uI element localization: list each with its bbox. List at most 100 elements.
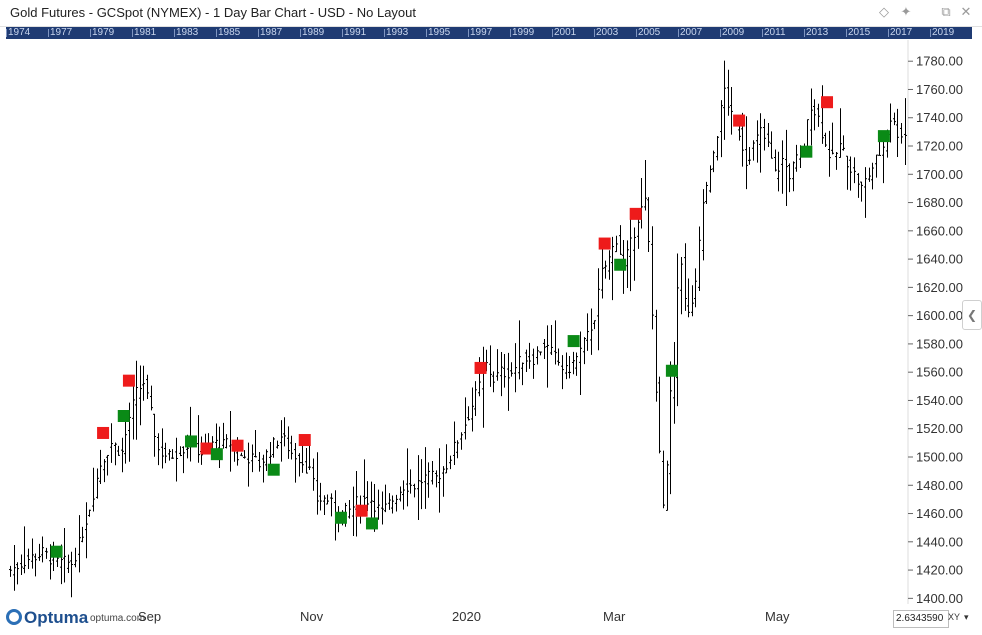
buy-signal-marker[interactable] — [184, 435, 197, 448]
price-bar — [290, 435, 293, 460]
price-bar — [449, 455, 452, 470]
chevron-left-icon[interactable]: ❮ — [962, 300, 982, 330]
price-bar — [774, 149, 777, 172]
sell-signal-marker[interactable] — [231, 439, 244, 452]
price-bar — [849, 156, 852, 191]
price-bar — [673, 342, 676, 424]
sell-signal-marker[interactable] — [298, 434, 311, 447]
year-strip-divider — [300, 29, 301, 37]
sell-signal-marker[interactable] — [598, 237, 611, 250]
year-strip-label[interactable]: 1974 — [8, 27, 31, 38]
year-strip-label[interactable]: 1993 — [386, 27, 409, 38]
sell-signal-marker[interactable] — [355, 504, 368, 517]
price-bar — [521, 362, 524, 386]
price-bar — [868, 167, 871, 182]
price-bar — [63, 527, 66, 583]
pin-icon[interactable]: ✦ — [900, 4, 912, 19]
price-bar — [74, 547, 77, 568]
price-bar — [417, 455, 420, 520]
price-bar — [272, 437, 275, 458]
year-strip-label[interactable]: 2001 — [554, 27, 577, 38]
year-strip-label[interactable]: 2015 — [848, 27, 871, 38]
year-strip-label[interactable]: 1983 — [176, 27, 199, 38]
buy-signal-marker[interactable] — [567, 335, 580, 348]
year-strip-label[interactable]: 1985 — [218, 27, 241, 38]
price-bar — [319, 482, 322, 511]
price-bar — [705, 181, 708, 204]
year-strip-label[interactable]: 2005 — [638, 27, 661, 38]
buy-signal-marker[interactable] — [267, 463, 280, 476]
sell-signal-marker[interactable] — [629, 207, 642, 220]
price-bar — [550, 324, 553, 355]
year-strip-label[interactable]: 1997 — [470, 27, 493, 38]
year-strip-label[interactable]: 1991 — [344, 27, 367, 38]
chevron-down-icon[interactable]: ▾ — [964, 612, 969, 622]
price-bar — [601, 240, 604, 299]
y-tick-label: 1680.00 — [916, 195, 963, 210]
price-bar — [640, 177, 643, 229]
price-bar — [658, 376, 661, 454]
price-bar — [9, 565, 12, 577]
price-bar — [23, 526, 26, 574]
buy-signal-marker[interactable] — [800, 145, 813, 158]
year-strip-label[interactable]: 2017 — [890, 27, 913, 38]
year-strip-label[interactable]: 1995 — [428, 27, 451, 38]
sell-signal-marker[interactable] — [97, 426, 110, 439]
price-chart[interactable]: 1400.00 1420.00 1440.00 1460.00 1480.00 1500.… — [0, 40, 982, 604]
buy-signal-marker[interactable] — [614, 258, 627, 271]
year-strip-divider — [930, 29, 931, 37]
year-strip-label[interactable]: 1981 — [134, 27, 157, 38]
sell-signal-marker[interactable] — [474, 361, 487, 374]
buy-signal-marker[interactable] — [665, 364, 678, 377]
price-bar — [864, 167, 867, 218]
price-bar — [698, 226, 701, 292]
price-bar — [330, 493, 333, 517]
buy-signal-marker[interactable] — [210, 448, 223, 461]
year-strip-divider — [762, 29, 763, 37]
year-strip-label[interactable]: 2003 — [596, 27, 619, 38]
price-bar — [619, 225, 622, 255]
price-bar — [615, 235, 618, 253]
year-strip-label[interactable]: 2011 — [764, 27, 786, 38]
year-strip-divider — [174, 29, 175, 37]
year-strip-label[interactable]: 1979 — [92, 27, 115, 38]
price-bar — [435, 470, 438, 488]
price-bar — [352, 486, 355, 537]
year-strip-divider — [384, 29, 385, 37]
diamond-icon[interactable]: ◇ — [879, 4, 889, 19]
buy-signal-marker[interactable] — [50, 545, 63, 558]
price-bar — [92, 467, 95, 512]
price-bar — [525, 349, 528, 373]
sell-signal-marker[interactable] — [122, 374, 135, 387]
buy-signal-marker[interactable] — [877, 130, 890, 143]
sell-signal-marker[interactable] — [821, 96, 834, 109]
sell-signal-marker[interactable] — [200, 442, 213, 455]
y-tick-label: 1400.00 — [916, 591, 963, 604]
year-strip-label[interactable]: 1977 — [50, 27, 73, 38]
chart-footer — [0, 604, 982, 635]
close-icon[interactable]: ✕ — [960, 4, 972, 19]
year-strip-label[interactable]: 2007 — [680, 27, 703, 38]
year-strip-label[interactable]: 2013 — [806, 27, 829, 38]
year-strip-label[interactable]: 1989 — [302, 27, 325, 38]
xy-mode-label[interactable]: XY — [948, 612, 961, 622]
cascade-window-icon[interactable]: ⧉ — [941, 4, 951, 19]
price-bar — [254, 429, 257, 458]
year-navigator-strip[interactable]: 1974 1977 1979 1981 1983 1985 1987 1989 1991 1993… — [6, 27, 972, 39]
y-tick-label: 1560.00 — [916, 365, 963, 380]
year-strip-label[interactable]: 2009 — [722, 27, 745, 38]
price-bar — [305, 447, 308, 474]
year-strip-label[interactable]: 1999 — [512, 27, 535, 38]
price-bar — [720, 100, 723, 158]
price-bar — [262, 454, 265, 483]
year-strip-label[interactable]: 2019 — [932, 27, 955, 38]
year-strip-label[interactable]: 1987 — [260, 27, 283, 38]
buy-signal-marker[interactable] — [334, 511, 347, 524]
sell-signal-marker[interactable] — [733, 114, 746, 127]
price-bar — [875, 154, 878, 178]
buy-signal-marker[interactable] — [117, 410, 130, 422]
scale-value-box[interactable]: 2.6343590 — [893, 610, 949, 628]
buy-signal-marker[interactable] — [365, 517, 378, 530]
price-bar — [283, 417, 286, 447]
title-bar: Gold Futures - GCSpot (NYMEX) - 1 Day Ba… — [0, 0, 982, 27]
